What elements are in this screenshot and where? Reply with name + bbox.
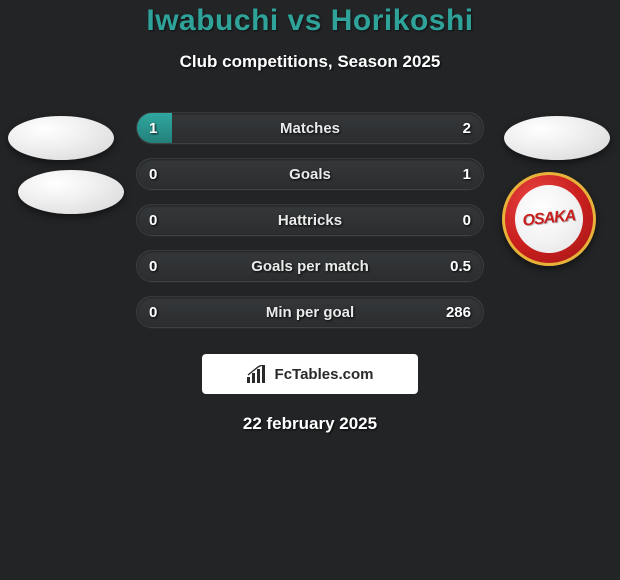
footer-attribution: FcTables.com — [202, 354, 418, 394]
stat-label: Goals per match — [251, 258, 369, 275]
stat-right-value: 0.5 — [450, 258, 471, 275]
player-right-avatar — [504, 116, 610, 160]
subtitle: Club competitions, Season 2025 — [0, 52, 620, 72]
stat-label: Min per goal — [266, 304, 354, 321]
stat-row: 0 Hattricks 0 — [136, 204, 484, 236]
date-line: 22 february 2025 — [0, 414, 620, 434]
stat-row: 1 Matches 2 — [136, 112, 484, 144]
footer-brand-text: FcTables.com — [275, 366, 374, 383]
club-badge: OSAKA — [502, 172, 596, 266]
stat-left-value: 0 — [149, 258, 157, 275]
stat-label: Hattricks — [278, 212, 342, 229]
stat-label: Matches — [280, 120, 340, 137]
stat-right-value: 286 — [446, 304, 471, 321]
page-title: Iwabuchi vs Horikoshi — [0, 4, 620, 38]
stat-left-value: 0 — [149, 304, 157, 321]
stat-left-value: 0 — [149, 212, 157, 229]
player-left-avatar-2 — [18, 170, 124, 214]
stat-right-value: 0 — [463, 212, 471, 229]
stat-right-value: 1 — [463, 166, 471, 183]
club-badge-text: OSAKA — [512, 182, 587, 257]
stat-left-value: 0 — [149, 166, 157, 183]
stat-right-value: 2 — [463, 120, 471, 137]
stats-list: 1 Matches 2 0 Goals 1 0 Hattricks 0 0 Go… — [136, 112, 484, 328]
stat-row: 0 Goals 1 — [136, 158, 484, 190]
player-left-avatar-1 — [8, 116, 114, 160]
bar-chart-icon — [247, 365, 269, 383]
stat-row: 0 Goals per match 0.5 — [136, 250, 484, 282]
stat-row: 0 Min per goal 286 — [136, 296, 484, 328]
stat-left-value: 1 — [149, 120, 157, 137]
stat-label: Goals — [289, 166, 331, 183]
